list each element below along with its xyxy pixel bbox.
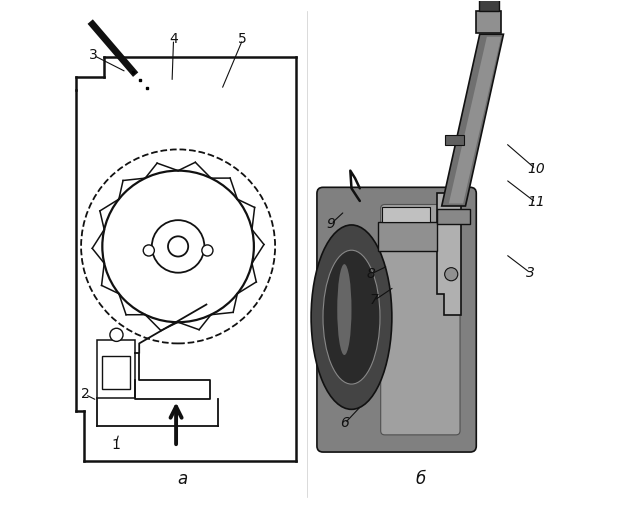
Circle shape [445,268,458,281]
Polygon shape [449,37,501,204]
Circle shape [202,245,213,256]
FancyBboxPatch shape [382,207,430,222]
Text: 9: 9 [327,217,335,231]
Text: 7: 7 [370,294,379,307]
Text: 2: 2 [81,388,90,401]
Circle shape [110,328,123,341]
Polygon shape [445,135,464,145]
Text: 3: 3 [90,48,98,62]
Text: 1: 1 [111,438,120,452]
Polygon shape [442,34,503,206]
FancyBboxPatch shape [317,187,477,452]
Polygon shape [437,208,470,224]
FancyBboxPatch shape [97,340,135,398]
Text: 4: 4 [169,33,178,46]
Ellipse shape [311,225,392,409]
Circle shape [168,236,188,257]
FancyBboxPatch shape [377,222,437,251]
FancyBboxPatch shape [102,356,130,389]
Text: а: а [177,470,187,488]
Text: 11: 11 [527,196,545,209]
Text: б: б [415,470,426,488]
Polygon shape [478,0,498,12]
Text: 5: 5 [238,33,247,46]
Circle shape [143,245,154,256]
Ellipse shape [323,250,380,384]
Text: 6: 6 [340,416,349,430]
Text: 10: 10 [527,162,545,176]
Text: 8: 8 [366,267,375,281]
Polygon shape [476,12,501,33]
Polygon shape [437,194,461,314]
Text: 3: 3 [526,266,535,280]
FancyBboxPatch shape [381,205,460,435]
Ellipse shape [337,264,352,355]
Circle shape [152,220,204,273]
